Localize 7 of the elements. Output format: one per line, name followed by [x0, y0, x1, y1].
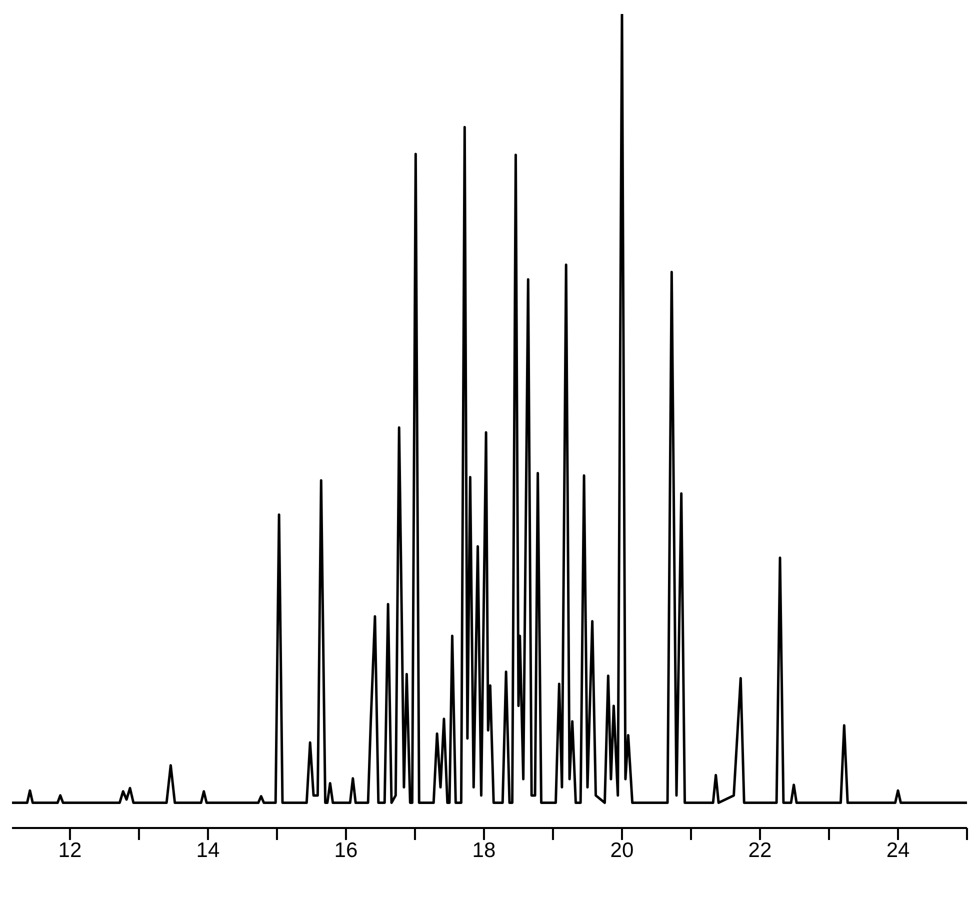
x-tick-label: 16 — [334, 838, 358, 862]
x-tick-label: 20 — [610, 838, 634, 862]
x-tick-label: 22 — [748, 838, 772, 862]
x-tick-label: 18 — [472, 838, 496, 862]
x-tick-label: 24 — [886, 838, 910, 862]
x-tick-label: 14 — [196, 838, 220, 862]
x-tick-label: 12 — [58, 838, 82, 862]
